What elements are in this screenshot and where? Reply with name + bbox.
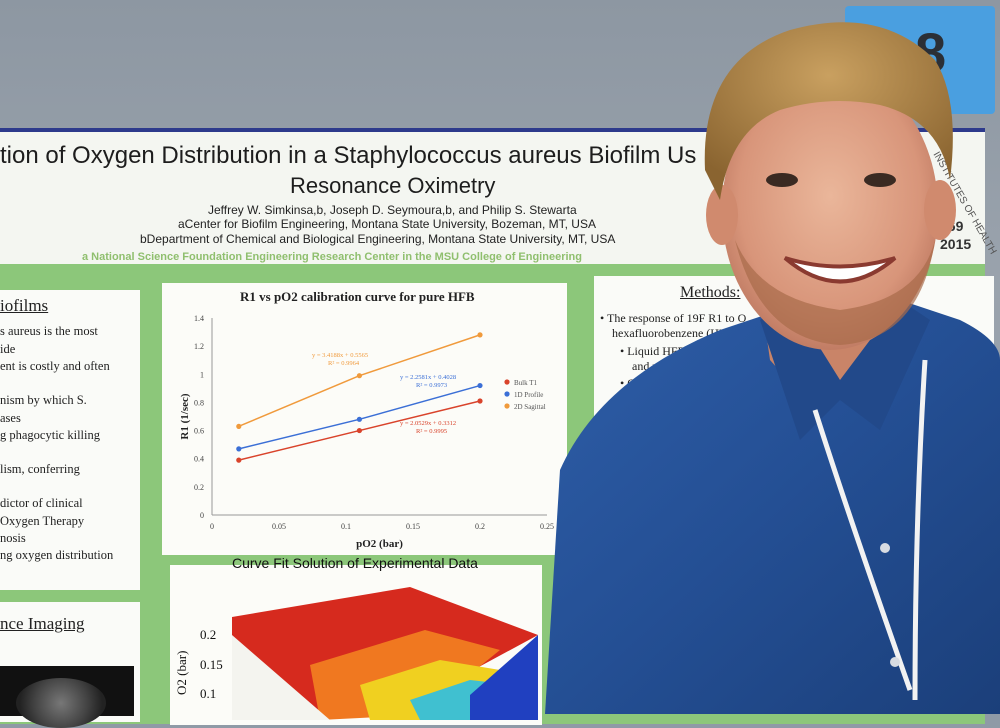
left-heading-2: nce Imaging bbox=[0, 614, 85, 633]
poster-code-2: 2015 bbox=[940, 236, 972, 252]
right-eye bbox=[864, 173, 896, 187]
data-point bbox=[356, 427, 362, 434]
series-equation: y = 2.0529x + 0.3312 bbox=[400, 420, 456, 427]
left-line: ases bbox=[0, 411, 21, 425]
data-point bbox=[477, 382, 483, 389]
left-line: ide bbox=[0, 342, 16, 356]
poster-title-line1: tion of Oxygen Distribution in a Staphyl… bbox=[0, 142, 697, 169]
lanyard bbox=[812, 359, 928, 701]
surface-blue bbox=[470, 635, 538, 720]
data-point bbox=[477, 332, 483, 338]
left-line: nosis bbox=[0, 531, 26, 545]
x-tick-label: 0 bbox=[210, 522, 214, 531]
left-panel bbox=[0, 290, 140, 590]
face bbox=[722, 70, 938, 350]
y-tick-label: 0.8 bbox=[194, 398, 204, 407]
data-point bbox=[236, 446, 242, 452]
hair bbox=[704, 22, 953, 200]
shirt-button bbox=[890, 657, 900, 667]
left-ear bbox=[706, 185, 738, 245]
y-tick-label: 0.4 bbox=[194, 455, 204, 464]
poster-affiliation-1: aCenter for Biofilm Engineering, Montana… bbox=[178, 217, 596, 231]
y-tick-label: 0.2 bbox=[194, 483, 204, 492]
y-tick-label: 0 bbox=[200, 511, 204, 520]
series-r2: R² = 0.9995 bbox=[416, 428, 447, 435]
legend-label: 1D Profile bbox=[514, 391, 543, 399]
legend-label: 2D Sagittal bbox=[514, 403, 546, 411]
series-r2: R² = 0.9973 bbox=[416, 382, 447, 389]
smile bbox=[783, 256, 897, 284]
poster-authors: Jeffrey W. Simkinsa,b, Joseph D. Seymour… bbox=[208, 203, 577, 217]
right-ear bbox=[924, 180, 956, 240]
surface-tick: 0.1 bbox=[200, 686, 216, 701]
left-line: lism, conferring bbox=[0, 462, 80, 476]
chart-panel bbox=[162, 283, 567, 555]
legend-marker bbox=[504, 379, 510, 385]
series-equation: y = 2.2581x + 0.4028 bbox=[400, 374, 456, 381]
x-tick-label: 0.05 bbox=[272, 522, 286, 531]
surface-tick: 0.15 bbox=[200, 657, 223, 672]
surface-title: Curve Fit Solution of Experimental Data bbox=[232, 555, 478, 571]
surface-ylabel: O2 (bar) bbox=[174, 651, 189, 695]
data-point bbox=[477, 398, 483, 404]
data-point bbox=[356, 416, 362, 422]
poster-affiliation-2: bDepartment of Chemical and Biological E… bbox=[140, 232, 616, 246]
right-heading: Methods: bbox=[680, 284, 741, 301]
left-line: dictor of clinical bbox=[0, 496, 83, 510]
y-tick-label: 1.2 bbox=[194, 342, 204, 351]
chart-title: R1 vs pO2 calibration curve for pure HFB bbox=[240, 289, 475, 304]
legend-marker bbox=[504, 403, 510, 409]
poster-nsf-line: a National Science Foundation Engineerin… bbox=[82, 251, 582, 263]
x-tick-label: 0.1 bbox=[341, 522, 351, 531]
data-point bbox=[236, 423, 242, 429]
series-r2: R² = 0.9964 bbox=[328, 360, 360, 367]
y-axis-label: R1 (1/sec) bbox=[179, 393, 191, 439]
left-line: ent is costly and often bbox=[0, 359, 110, 373]
x-tick-label: 0.25 bbox=[540, 522, 554, 531]
shirt-button bbox=[880, 543, 890, 553]
left-heading: iofilms bbox=[0, 296, 49, 315]
x-tick-label: 0.2 bbox=[475, 522, 485, 531]
surface-white-face bbox=[232, 635, 330, 720]
y-tick-label: 1 bbox=[200, 370, 204, 379]
data-point bbox=[236, 457, 242, 463]
left-eye bbox=[766, 173, 798, 187]
beard bbox=[735, 240, 935, 345]
data-point bbox=[356, 373, 362, 379]
left-line: nism by which S. bbox=[0, 393, 87, 407]
surface-plot: O2 (bar) 0.2 0.15 0.1 bbox=[174, 587, 538, 720]
left-line: g phagocytic killing bbox=[0, 428, 100, 442]
right-line: • The response of 19F R1 to O bbox=[600, 311, 747, 325]
legend-marker bbox=[504, 391, 510, 397]
left-line: Oxygen Therapy bbox=[0, 514, 85, 528]
calibration-chart: 0 0.2 0.4 0.6 0.8 1 1.2 1.4 0 0.05 0.1 0.15 0.2 0.25 p… bbox=[179, 314, 554, 550]
y-tick-label: 0.6 bbox=[194, 427, 204, 436]
x-axis-label: pO2 (bar) bbox=[356, 538, 403, 550]
poster-title-line2: Resonance Oximetry bbox=[290, 173, 496, 198]
left-line: s aureus is the most bbox=[0, 324, 98, 338]
legend-label: Bulk T1 bbox=[514, 379, 538, 387]
series-equation: y = 3.4188x + 0.5565 bbox=[312, 352, 368, 359]
y-tick-label: 1.4 bbox=[194, 314, 204, 323]
x-tick-label: 0.15 bbox=[406, 522, 420, 531]
left-line: ng oxygen distribution bbox=[0, 548, 114, 562]
surface-tick: 0.2 bbox=[200, 627, 216, 642]
